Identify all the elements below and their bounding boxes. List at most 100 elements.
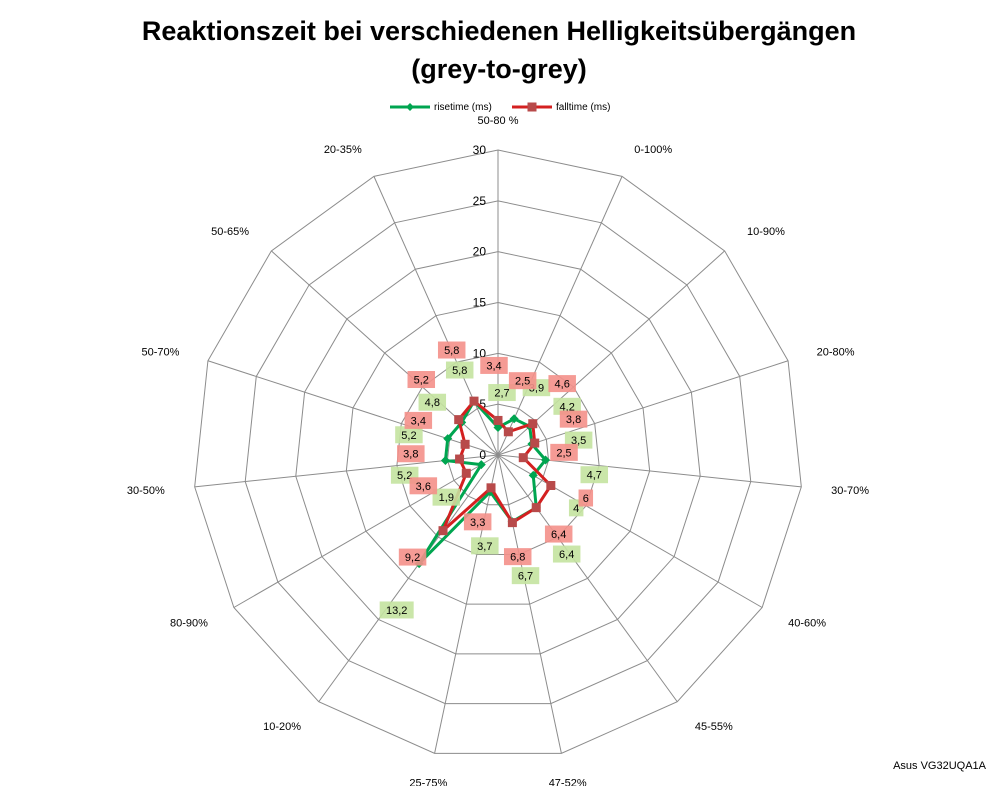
legend-swatch-falltime (512, 102, 552, 112)
grid-spoke-14 (373, 176, 499, 456)
point-risetime (493, 423, 503, 433)
data-label-risetime: 1,9 (439, 492, 454, 504)
data-label-falltime: 2,5 (556, 447, 571, 459)
point-risetime (509, 414, 519, 424)
data-label-bg-falltime (548, 375, 576, 393)
grid-spoke-11 (194, 454, 499, 488)
chart-title-line-2: (grey-to-grey) (411, 54, 587, 84)
data-label-falltime: 5,2 (414, 375, 429, 387)
category-label: 30-50% (127, 485, 165, 497)
grid-spoke-5 (497, 454, 763, 608)
category-label: 10-20% (263, 721, 301, 733)
legend: risetime (ms) falltime (ms) (0, 100, 998, 118)
grid-spoke-1 (497, 176, 623, 456)
grid-ring-20 (295, 251, 701, 655)
series-line-falltime (441, 399, 553, 533)
chart-title: Reaktionszeit bei verschiedenen Helligke… (0, 12, 998, 88)
legend-label-falltime: falltime (ms) (556, 101, 611, 113)
data-label-bg-risetime (395, 426, 423, 444)
grid-spoke-6 (497, 454, 678, 703)
data-label-falltime: 3,6 (416, 481, 431, 493)
point-falltime (531, 503, 541, 513)
category-label: 50-70% (141, 346, 179, 358)
r-tick-label: 5 (479, 397, 486, 411)
point-risetime (476, 460, 486, 470)
data-label-falltime: 9,2 (405, 552, 420, 564)
grid-spoke-8 (434, 454, 499, 754)
category-label: 25-75% (409, 778, 447, 786)
data-label-falltime: 3,8 (566, 414, 581, 426)
legend-item-risetime: risetime (ms) (390, 100, 492, 114)
legend-swatch-risetime (390, 103, 430, 111)
data-label-falltime: 6 (583, 493, 589, 505)
point-falltime (438, 526, 448, 536)
grid-ring-30 (194, 149, 802, 754)
data-label-risetime: 4,8 (425, 397, 440, 409)
category-label: 50-65% (211, 226, 249, 238)
data-label-bg-falltime (508, 372, 537, 390)
r-tick-label: 15 (473, 296, 487, 310)
data-label-bg-falltime (397, 445, 425, 463)
data-label-bg-risetime (511, 567, 540, 585)
data-label-bg-falltime (404, 411, 433, 429)
data-label-bg-risetime (488, 384, 516, 402)
r-tick-label: 25 (473, 194, 487, 208)
point-falltime (507, 518, 517, 528)
data-label-risetime: 13,2 (386, 605, 407, 617)
data-label-risetime: 5,2 (401, 430, 416, 442)
data-label-bg-risetime (553, 397, 581, 415)
data-label-bg-risetime (552, 545, 581, 563)
watermark: Asus VG32UQA1A (893, 760, 986, 772)
data-label-bg-risetime (580, 466, 609, 484)
data-label-bg-falltime (578, 489, 594, 507)
data-label-bg-falltime (398, 548, 427, 566)
data-label-falltime: 3,8 (403, 449, 418, 461)
data-label-risetime: 4,2 (560, 401, 575, 413)
data-label-bg-risetime (471, 537, 499, 555)
data-label-bg-falltime (559, 410, 588, 428)
grid-ring-15 (345, 301, 651, 605)
point-falltime (469, 396, 479, 406)
data-label-bg-falltime (480, 356, 508, 374)
data-label-risetime: 6,7 (518, 571, 533, 583)
point-falltime (486, 483, 496, 493)
data-label-risetime: 2,7 (494, 388, 509, 400)
data-label-bg-risetime (418, 393, 447, 411)
category-label: 0-100% (634, 144, 672, 156)
point-risetime (541, 455, 551, 465)
point-risetime (528, 470, 538, 480)
category-label: 20-80% (817, 346, 855, 358)
category-label: 50-80 % (478, 115, 519, 127)
category-label: 47-52% (549, 778, 587, 786)
data-label-falltime: 3,3 (470, 517, 485, 529)
data-label-falltime: 6,8 (510, 552, 525, 564)
r-tick-label: 20 (473, 245, 487, 259)
category-label: 10-90% (747, 226, 785, 238)
point-falltime (461, 468, 471, 478)
point-falltime (528, 419, 538, 429)
legend-item-falltime: falltime (ms) (512, 100, 610, 114)
category-label: 45-55% (695, 721, 733, 733)
r-tick-label: 10 (473, 346, 487, 360)
data-label-bg-falltime (544, 525, 573, 543)
data-label-bg-falltime (550, 443, 578, 461)
point-falltime (546, 481, 556, 490)
data-label-risetime: 6,4 (559, 549, 574, 561)
category-label: 30-70% (831, 485, 869, 497)
data-label-bg-falltime (437, 341, 466, 359)
data-label-falltime: 3,4 (486, 360, 501, 372)
legend-label-risetime: risetime (ms) (434, 101, 492, 113)
point-falltime (454, 415, 464, 425)
r-tick-label: 0 (479, 448, 486, 462)
point-risetime (443, 434, 453, 444)
data-label-risetime: 3,7 (477, 541, 492, 553)
data-label-bg-falltime (407, 371, 436, 389)
grid-spoke-3 (497, 360, 789, 456)
data-label-falltime: 4,6 (555, 379, 570, 391)
point-falltime (503, 427, 513, 437)
grid-ring-25 (244, 200, 752, 705)
point-falltime (518, 453, 528, 463)
point-falltime (493, 415, 503, 425)
point-falltime (460, 439, 470, 449)
category-label: 80-90% (170, 618, 208, 630)
